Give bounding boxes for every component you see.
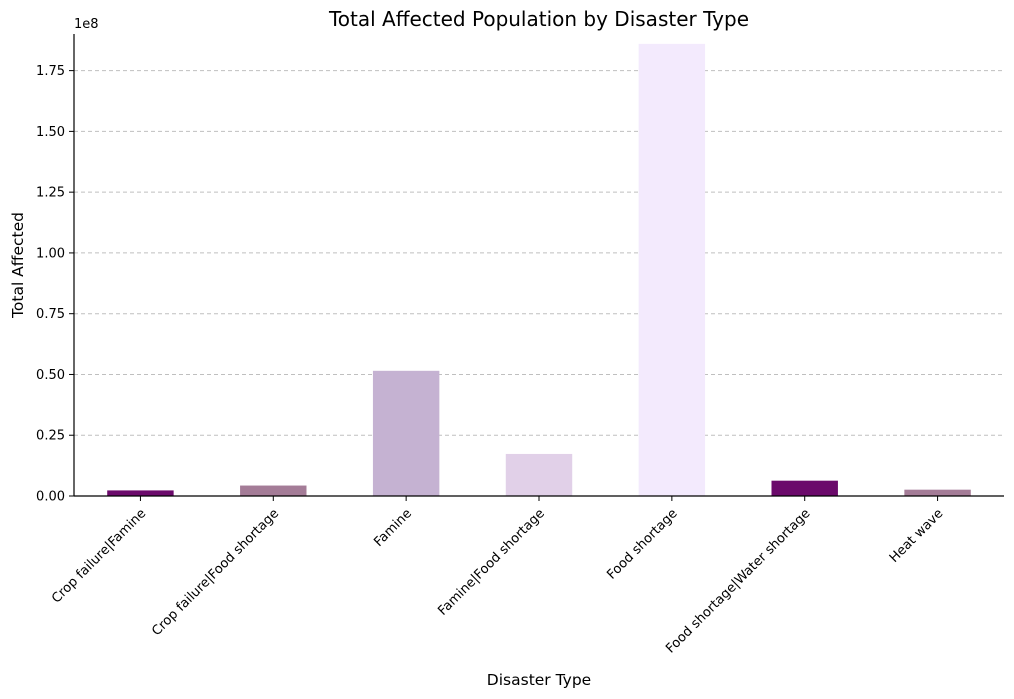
bar	[107, 490, 174, 496]
bar	[904, 489, 971, 496]
x-ticks: Crop failure|Famine Crop failure|Food sho…	[49, 496, 946, 656]
y-tick-label: 0.00	[36, 490, 65, 505]
y-tick-label: 1.00	[36, 246, 65, 261]
x-tick-label: Crop failure|Famine	[49, 506, 149, 606]
y-tick-label: 0.75	[36, 307, 65, 322]
y-ticks: 0.00 0.25 0.50 0.75 1.00 1.25 1.50 1.75	[36, 64, 74, 505]
y-tick-label: 0.25	[36, 429, 65, 444]
grid-lines	[74, 70, 1004, 436]
bar	[240, 485, 307, 496]
bar	[638, 43, 706, 496]
y-axis-offset-label: 1e8	[74, 17, 99, 32]
axes	[73, 34, 1004, 497]
x-tick-label: Food shortage|Water shortage	[663, 506, 813, 656]
bar	[372, 370, 440, 496]
x-tick-label: Heat wave	[887, 506, 947, 566]
y-tick-label: 1.75	[36, 64, 65, 79]
bar	[505, 453, 573, 496]
x-axis-label: Disaster Type	[487, 671, 591, 689]
x-tick-label: Famine|Food shortage	[435, 506, 547, 618]
chart-title: Total Affected Population by Disaster Ty…	[328, 7, 749, 31]
bars	[107, 43, 971, 496]
x-tick-label: Crop failure|Food shortage	[149, 506, 282, 639]
y-tick-label: 0.50	[36, 368, 65, 383]
y-axis-label: Total Affected	[9, 212, 27, 319]
x-tick-label: Food shortage	[604, 506, 680, 582]
bar	[771, 480, 838, 496]
y-tick-label: 1.25	[36, 186, 65, 201]
x-tick-label: Famine	[371, 506, 415, 550]
y-tick-label: 1.50	[36, 125, 65, 140]
